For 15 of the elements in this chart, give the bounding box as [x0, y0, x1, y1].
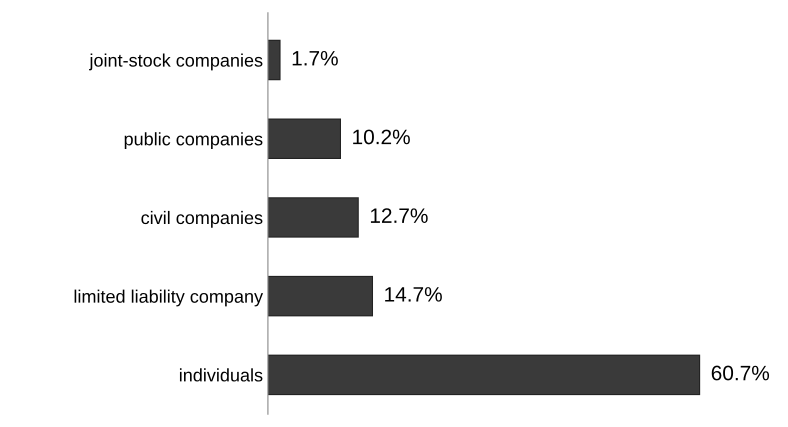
data-label: 1.7%: [292, 50, 338, 66]
data-label: 60.7%: [712, 366, 770, 380]
bar: [268, 40, 281, 80]
bar: [268, 276, 374, 316]
y-tick-label: individuals: [180, 368, 262, 382]
y-tick-label: civil companies: [141, 210, 262, 228]
data-label: 12.7%: [370, 208, 428, 223]
bar: [268, 354, 700, 396]
data-label: 10.2%: [353, 130, 410, 144]
y-tick-label: public companies: [124, 132, 262, 150]
bar: [268, 118, 342, 159]
y-tick-label: limited liability company: [74, 290, 264, 306]
y-tick-label: joint-stock companies: [89, 53, 262, 70]
bar: [268, 197, 359, 238]
data-label: 14.7%: [385, 287, 442, 302]
